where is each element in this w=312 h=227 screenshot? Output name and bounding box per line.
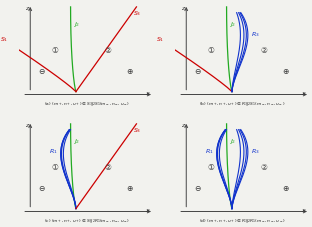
Text: $z$: $z$ [181, 122, 186, 129]
Text: $S_3$: $S_3$ [133, 10, 141, 18]
Text: ②: ② [261, 163, 268, 172]
Text: ①: ① [207, 46, 214, 55]
Text: (a) $(m_+, n_+, u_+) \in S_3J_2S_1(m_-, n_-, u_-)$: (a) $(m_+, n_+, u_+) \in S_3J_2S_1(m_-, … [44, 100, 130, 108]
Text: ⊕: ⊕ [127, 184, 133, 193]
Text: ②: ② [105, 46, 112, 55]
Text: $R_1$: $R_1$ [50, 147, 58, 156]
Text: ⊖: ⊖ [38, 67, 44, 76]
Text: $S_1$: $S_1$ [0, 35, 8, 44]
Text: (c) $(m_+, n_+, u_+) \in S_3J_2R_1(m_-, n_-, u_-)$: (c) $(m_+, n_+, u_+) \in S_3J_2R_1(m_-, … [44, 217, 130, 225]
Text: ⊕: ⊕ [127, 67, 133, 76]
Text: ②: ② [261, 46, 268, 55]
Text: ①: ① [207, 163, 214, 172]
Text: ①: ① [51, 46, 58, 55]
Text: ⊖: ⊖ [194, 67, 200, 76]
Text: ⊕: ⊕ [283, 184, 289, 193]
Text: $x$: $x$ [145, 207, 151, 214]
Text: $J_2$: $J_2$ [229, 20, 236, 29]
Text: $J_2$: $J_2$ [229, 137, 236, 146]
Text: $x$: $x$ [301, 207, 307, 214]
Text: (b) $(m_+, n_+, u_+) \in R_3J_2S_1(m_-, n_-, u_-)$: (b) $(m_+, n_+, u_+) \in R_3J_2S_1(m_-, … [199, 100, 286, 108]
Text: $R_3$: $R_3$ [251, 30, 259, 39]
Text: $x$: $x$ [301, 90, 307, 97]
Text: $R_3$: $R_3$ [251, 147, 259, 156]
Text: (d) $(m_+, n_+, u_+) \in R_3J_2R_1(m_-, n_-, u_-)$: (d) $(m_+, n_+, u_+) \in R_3J_2R_1(m_-, … [199, 217, 286, 225]
Text: $S_3$: $S_3$ [133, 126, 141, 135]
Text: ②: ② [105, 163, 112, 172]
Text: ⊖: ⊖ [194, 184, 200, 193]
Text: ①: ① [51, 163, 58, 172]
Text: $x$: $x$ [145, 90, 151, 97]
Text: ⊖: ⊖ [38, 184, 44, 193]
Text: $z$: $z$ [25, 5, 30, 12]
Text: $J_2$: $J_2$ [73, 137, 80, 146]
Text: $z$: $z$ [25, 122, 30, 129]
Text: $R_1$: $R_1$ [206, 147, 214, 156]
Text: $S_1$: $S_1$ [156, 35, 164, 44]
Text: $z$: $z$ [181, 5, 186, 12]
Text: ⊕: ⊕ [283, 67, 289, 76]
Text: $J_2$: $J_2$ [73, 20, 80, 29]
